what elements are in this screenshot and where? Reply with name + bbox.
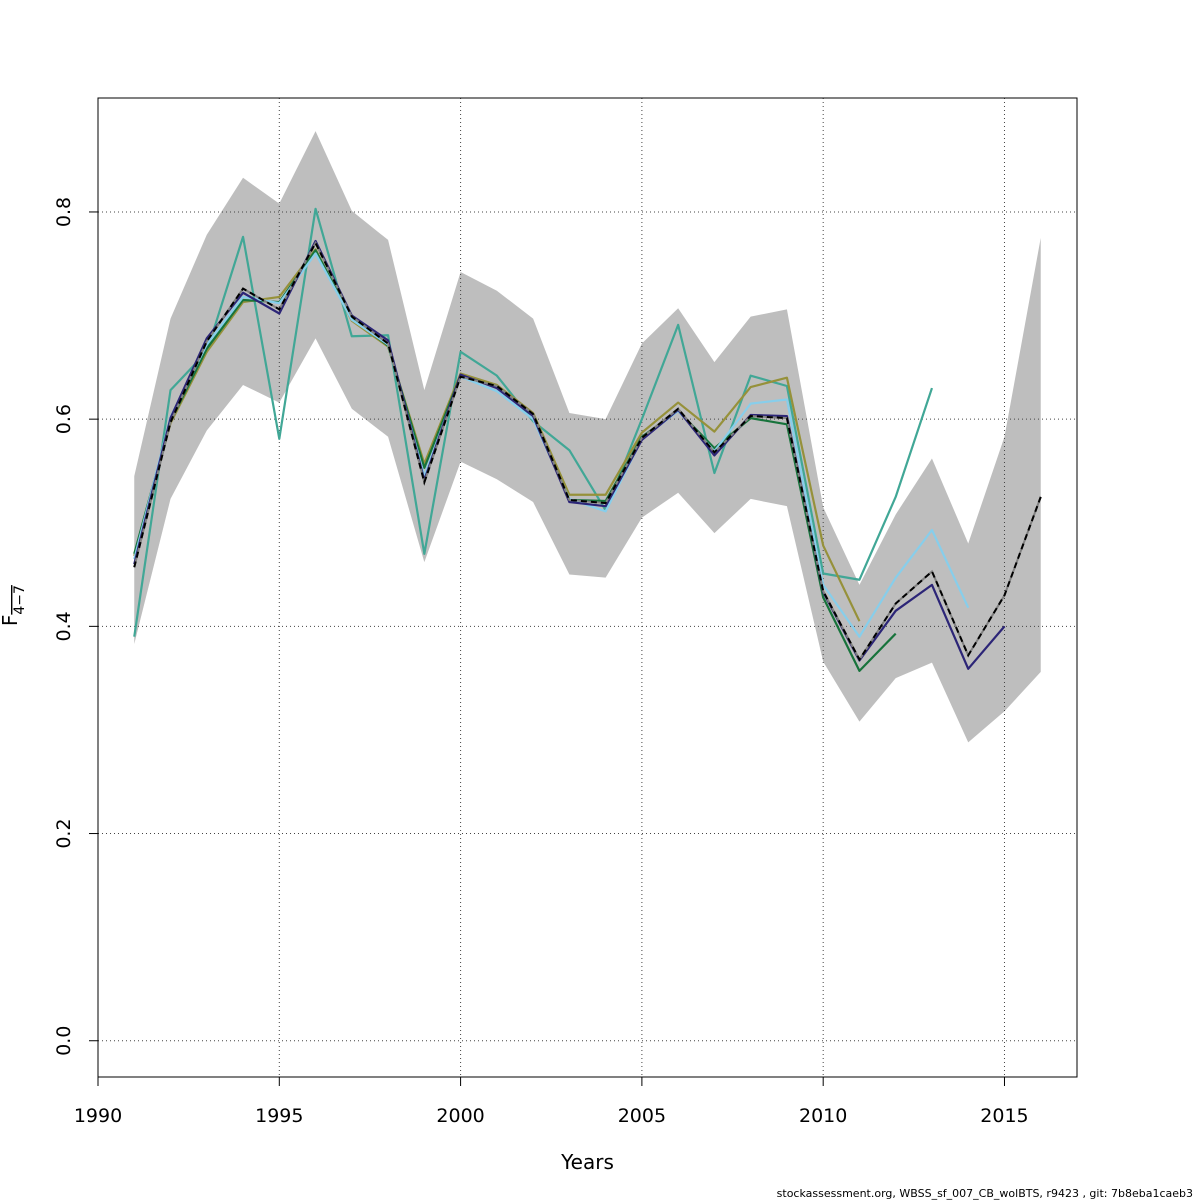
x-axis-title: Years — [560, 1150, 614, 1174]
x-tick-label: 2010 — [799, 1105, 847, 1127]
y-tick-label: 0.2 — [53, 818, 75, 848]
y-tick-label: 0.0 — [53, 1026, 75, 1056]
y-axis: 0.0 0.2 0.4 0.6 0.8 — [53, 197, 99, 1056]
y-axis-title: F4−7 — [0, 585, 28, 626]
x-tick-label: 1990 — [74, 1105, 122, 1127]
y-axis-title-sub: 4−7 — [12, 585, 28, 615]
y-tick-label: 0.4 — [53, 611, 75, 641]
x-tick-label: 2015 — [980, 1105, 1028, 1127]
svg-text:F4−7: F4−7 — [0, 585, 28, 626]
x-tick-label: 2000 — [436, 1105, 484, 1127]
series-layer — [133, 207, 1042, 672]
confidence-band-layer — [134, 131, 1041, 743]
confidence-band — [134, 131, 1041, 743]
y-tick-label: 0.6 — [53, 404, 75, 434]
x-tick-label: 2005 — [618, 1105, 666, 1127]
footer-credit: stockassessment.org, WBSS_sf_007_CB_wolB… — [777, 1187, 1193, 1200]
x-tick-label: 1995 — [255, 1105, 303, 1127]
x-axis: 1990 1995 2000 2005 2010 2015 — [74, 1076, 1029, 1127]
y-axis-title-main: F — [0, 615, 22, 627]
series-line-0-base — [133, 240, 1042, 662]
y-tick-label: 0.8 — [53, 197, 75, 227]
